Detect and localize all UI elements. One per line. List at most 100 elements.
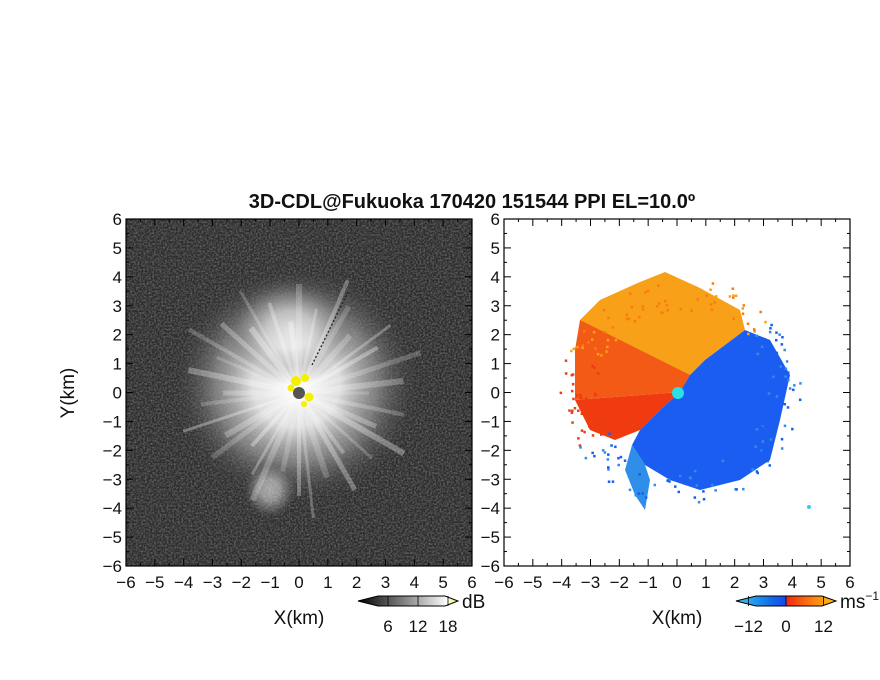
speckle-pixel	[596, 408, 600, 411]
speckle-pixel	[584, 397, 588, 401]
speckle-pixel	[663, 299, 667, 303]
speckle-pixel	[605, 350, 608, 353]
speckle-pixel	[611, 326, 615, 329]
x-tick-label: −2	[232, 573, 251, 592]
speckle-pixel	[641, 305, 644, 308]
speckle-pixel	[770, 441, 774, 444]
speckle-pixel	[593, 366, 596, 369]
speckle-pixel	[670, 289, 673, 293]
speckle-pixel	[679, 307, 683, 311]
echo-streak	[187, 367, 300, 396]
speckle-pixel	[693, 285, 697, 289]
speckle-pixel	[581, 399, 585, 402]
speckle-pixel	[701, 307, 705, 311]
speckle-pixel	[674, 485, 677, 488]
speckle-pixel	[701, 295, 704, 299]
speckle-pixel	[572, 347, 576, 351]
speckle-pixel	[713, 298, 716, 302]
yellow-echo-blob	[301, 401, 307, 407]
speckle-pixel	[704, 302, 707, 306]
x-tick-label: 3	[381, 573, 390, 592]
y-tick-label: 2	[491, 326, 500, 345]
speckle-pixel	[780, 343, 784, 346]
yellow-echo-blob	[291, 376, 301, 386]
echo-radial-streaks	[182, 279, 422, 519]
speckle-pixel	[782, 387, 785, 390]
y-tick-label: −2	[481, 441, 500, 460]
speckle-pixel	[590, 338, 594, 341]
speckle-pixel	[734, 311, 738, 314]
speckle-pixel	[763, 395, 767, 399]
speckle-pixel	[702, 497, 706, 501]
x-tick-label: 6	[467, 573, 476, 592]
speckle-pixel	[628, 488, 632, 492]
speckle-pixel	[773, 393, 776, 396]
speckle-pixel	[605, 327, 609, 331]
radar-center-mark	[293, 387, 305, 399]
speckle-pixel	[783, 348, 786, 352]
speckle-pixel	[575, 394, 579, 397]
speckle-pixel	[648, 296, 652, 300]
speckle-pixel	[581, 346, 584, 350]
speckle-pixel	[788, 387, 792, 390]
speckle-pixel	[755, 428, 759, 431]
speckle-pixel	[770, 323, 773, 327]
speckle-pixel	[570, 373, 574, 377]
speckle-pixel	[605, 345, 609, 349]
speckle-pixel	[688, 476, 692, 479]
speckle-pixel	[775, 404, 779, 408]
echo-streak	[298, 391, 405, 417]
reflectivity-echo	[171, 265, 422, 520]
echo-streak	[250, 392, 301, 476]
speckle-pixel	[774, 366, 778, 369]
receding-strong	[575, 392, 680, 440]
speckle-pixel	[607, 466, 610, 469]
speckle-pixel	[775, 395, 779, 398]
speckle-pixel	[583, 430, 586, 434]
speckle-pixel	[614, 307, 617, 310]
speckle-pixel	[643, 282, 646, 285]
near-field-echo	[287, 374, 314, 407]
x-tick-label: −5	[523, 573, 542, 592]
speckle-pixel	[639, 299, 643, 302]
speckle-pixel	[714, 489, 717, 492]
y-tick-label: 1	[491, 355, 500, 374]
speckle-pixel	[603, 330, 607, 334]
x-tick-label: −2	[610, 573, 629, 592]
speckle-pixel	[761, 440, 765, 443]
speckle-pixel	[625, 317, 629, 320]
speckle-pixel	[601, 449, 605, 452]
speckle-pixel	[699, 294, 703, 297]
speckle-pixel	[666, 309, 669, 312]
speckle-pixel	[760, 449, 764, 452]
speckle-pixel	[668, 480, 671, 483]
speckle-pixel	[576, 345, 579, 349]
speckle-pixel	[725, 322, 729, 325]
speckle-pixel	[674, 306, 678, 310]
echo-streak	[210, 390, 301, 460]
speckle-pixel	[735, 488, 738, 491]
speckle-pixel	[678, 474, 682, 478]
y-tick-label: 2	[113, 326, 122, 345]
speckle-pixel	[587, 399, 590, 403]
speckle-pixel	[641, 308, 645, 311]
speckle-pixel	[690, 309, 693, 313]
speckle-pixel	[610, 444, 613, 447]
x-tick-label: 4	[788, 573, 797, 592]
speckle-pixel	[572, 397, 575, 401]
speckle-pixel	[732, 294, 735, 297]
speckle-pixel	[665, 303, 669, 307]
speckle-pixel	[630, 480, 634, 484]
speckle-pixel	[657, 284, 660, 287]
speckle-pixel	[784, 375, 787, 378]
speckle-pixel	[702, 490, 705, 493]
speckle-pixel	[608, 432, 611, 435]
speckle-pixel	[570, 411, 574, 415]
speckle-pixel	[577, 437, 580, 440]
speckle-pixel	[619, 299, 623, 302]
speckle-pixel	[721, 465, 725, 469]
speckle-pixel	[784, 367, 788, 371]
speckle-pixel	[637, 492, 641, 495]
speckle-pixel	[674, 471, 677, 475]
